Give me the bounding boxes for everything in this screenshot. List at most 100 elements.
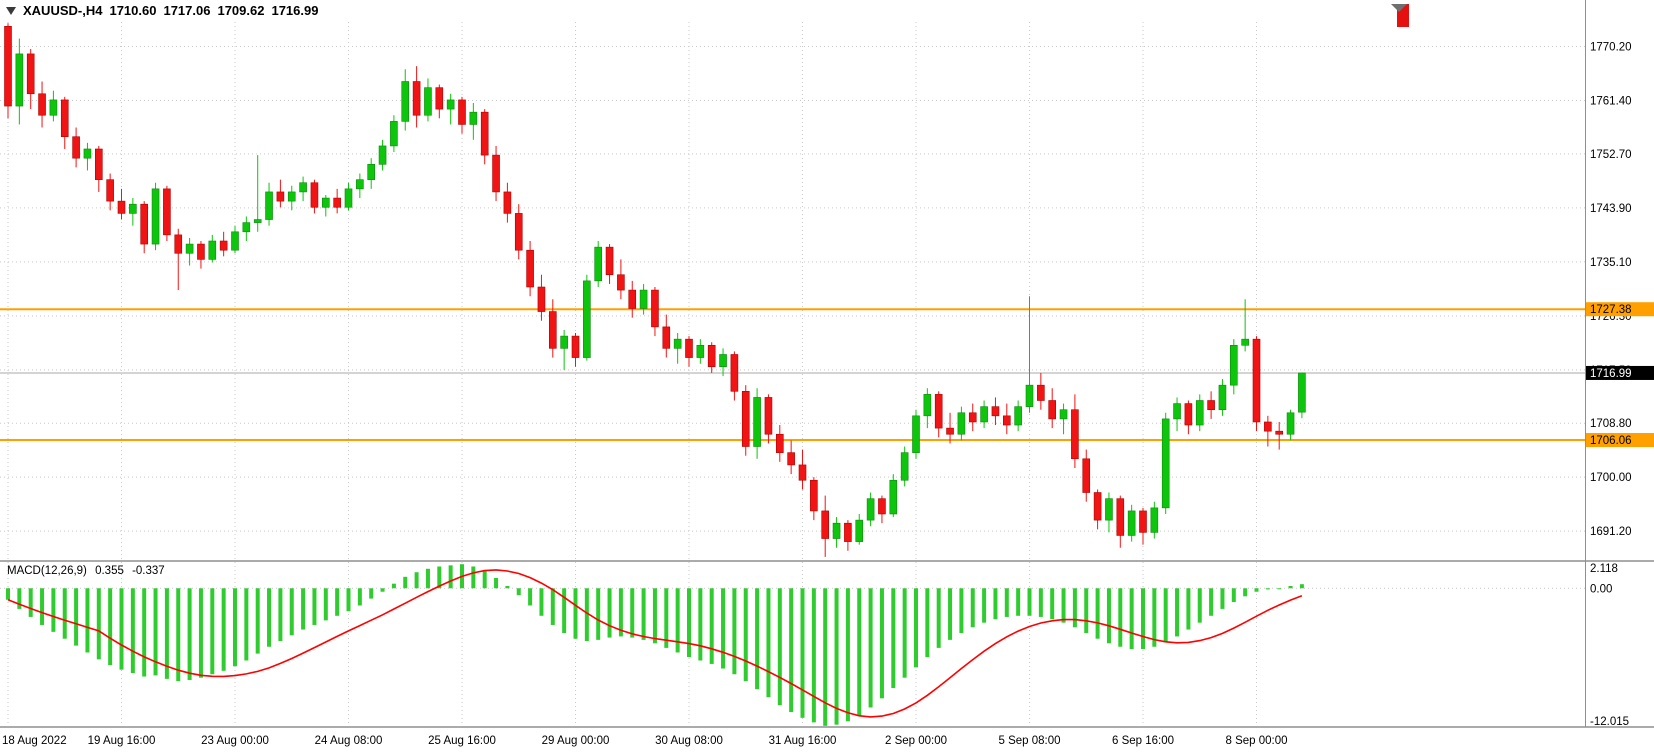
macd-histogram-bar bbox=[584, 588, 589, 642]
time-axis-label: 25 Aug 16:00 bbox=[428, 735, 496, 747]
candle-body bbox=[968, 412, 977, 423]
candle-body bbox=[299, 182, 307, 193]
candle-body bbox=[991, 406, 1000, 417]
candle-body bbox=[639, 289, 648, 309]
macd-histogram-bar bbox=[346, 588, 351, 612]
macd-value-main: 0.355 bbox=[95, 565, 124, 577]
candle-body bbox=[651, 289, 659, 328]
candle-body bbox=[231, 231, 239, 251]
macd-histogram-bar bbox=[289, 588, 294, 636]
time-axis-label: 29 Aug 00:00 bbox=[542, 735, 610, 747]
candle-body bbox=[730, 354, 739, 392]
macd-histogram-bar bbox=[993, 588, 998, 620]
macd-axis-max-label: 2.118 bbox=[1590, 563, 1618, 575]
macd-histogram-bar bbox=[323, 588, 328, 621]
candle-body bbox=[1127, 510, 1136, 536]
ohlc-open: 1710.60 bbox=[109, 3, 157, 18]
macd-histogram-bar bbox=[505, 585, 510, 589]
candle-body bbox=[26, 53, 35, 95]
macd-histogram-bar bbox=[40, 588, 45, 625]
macd-histogram-bar bbox=[516, 588, 521, 596]
macd-histogram-bar bbox=[789, 588, 794, 713]
symbol-dropdown-icon[interactable] bbox=[6, 6, 16, 15]
candle-body bbox=[878, 498, 886, 515]
time-axis-label: 23 Aug 00:00 bbox=[201, 735, 269, 747]
macd-histogram-bar bbox=[301, 588, 306, 630]
current-price-tag bbox=[1586, 365, 1654, 380]
price-axis-label: 1752.70 bbox=[1590, 149, 1632, 161]
macd-axis-min-label: -12.015 bbox=[1590, 716, 1629, 728]
macd-value-signal: -0.337 bbox=[132, 565, 165, 577]
macd-histogram-bar bbox=[164, 588, 169, 679]
candle-body bbox=[242, 222, 251, 233]
candle-body bbox=[526, 249, 534, 288]
macd-histogram-bar bbox=[630, 588, 635, 638]
macd-histogram-bar bbox=[1106, 588, 1111, 644]
candle-body bbox=[424, 87, 432, 116]
candle-body bbox=[163, 188, 171, 236]
candle-body bbox=[741, 390, 750, 447]
time-axis-label: 31 Aug 16:00 bbox=[769, 735, 837, 747]
macd-histogram-bar bbox=[1118, 588, 1123, 647]
macd-histogram-bar bbox=[652, 588, 657, 644]
macd-signal-line bbox=[7, 569, 1303, 718]
current-price-tag-label: 1716.99 bbox=[1590, 368, 1632, 380]
price-axis[interactable] bbox=[1586, 0, 1654, 727]
candle-body bbox=[140, 203, 148, 245]
candle-body bbox=[946, 427, 954, 435]
candle-body bbox=[548, 311, 557, 349]
macd-histogram-bar bbox=[755, 588, 760, 690]
price-axis-label: 1735.10 bbox=[1590, 257, 1632, 269]
time-axis-label: 8 Sep 00:00 bbox=[1225, 735, 1287, 747]
candle-body bbox=[1105, 498, 1113, 521]
candle-body bbox=[38, 93, 46, 116]
candle-body bbox=[435, 87, 444, 110]
macd-histogram-bar bbox=[1072, 588, 1077, 628]
macd-histogram-bar bbox=[1061, 588, 1066, 623]
macd-histogram-bar bbox=[743, 588, 748, 682]
candle-body bbox=[980, 406, 988, 423]
ohlc-low: 1709.62 bbox=[217, 3, 265, 18]
macd-histogram-bar bbox=[891, 588, 896, 689]
candle-body bbox=[764, 397, 773, 435]
candle-body bbox=[673, 338, 682, 349]
candle-body bbox=[866, 498, 875, 521]
candle-body bbox=[1002, 415, 1011, 426]
macd-histogram-bar bbox=[1220, 588, 1225, 609]
time-axis[interactable] bbox=[0, 728, 1654, 754]
candle-body bbox=[480, 111, 489, 156]
time-axis-label: 5 Sep 08:00 bbox=[998, 735, 1060, 747]
time-axis-label: 18 Aug 2022 bbox=[2, 735, 67, 747]
candle-body bbox=[1071, 409, 1079, 460]
candle-body bbox=[594, 246, 603, 282]
candle-body bbox=[446, 99, 455, 110]
candle-body bbox=[117, 200, 126, 214]
candle-body bbox=[321, 197, 330, 208]
candle-body bbox=[503, 191, 512, 214]
candle-body bbox=[458, 99, 466, 125]
macd-histogram-bar bbox=[970, 588, 975, 628]
candle-body bbox=[775, 433, 784, 453]
candle-body bbox=[4, 25, 12, 107]
macd-histogram-bar bbox=[130, 588, 135, 674]
price-axis-label: 1770.20 bbox=[1590, 42, 1632, 54]
macd-histogram-bar bbox=[687, 588, 691, 658]
candle-body bbox=[378, 145, 387, 165]
macd-histogram-bar bbox=[74, 588, 79, 646]
candle-body bbox=[1241, 338, 1249, 346]
macd-histogram-bar bbox=[85, 588, 90, 653]
macd-histogram-bar bbox=[425, 568, 430, 589]
chart-shift-marker-icon[interactable] bbox=[1391, 4, 1407, 12]
candle-body bbox=[83, 148, 92, 159]
macd-histogram-bar bbox=[119, 588, 124, 670]
candle-body bbox=[810, 479, 818, 512]
macd-histogram-bar bbox=[1243, 588, 1248, 597]
macd-histogram-bar bbox=[448, 565, 453, 589]
macd-histogram-bar bbox=[414, 572, 419, 589]
price-axis-label: 1708.80 bbox=[1590, 418, 1632, 430]
candle-body bbox=[889, 479, 898, 515]
candle-body bbox=[208, 240, 217, 260]
macd-histogram-bar bbox=[562, 588, 567, 633]
macd-histogram-bar bbox=[528, 588, 533, 606]
